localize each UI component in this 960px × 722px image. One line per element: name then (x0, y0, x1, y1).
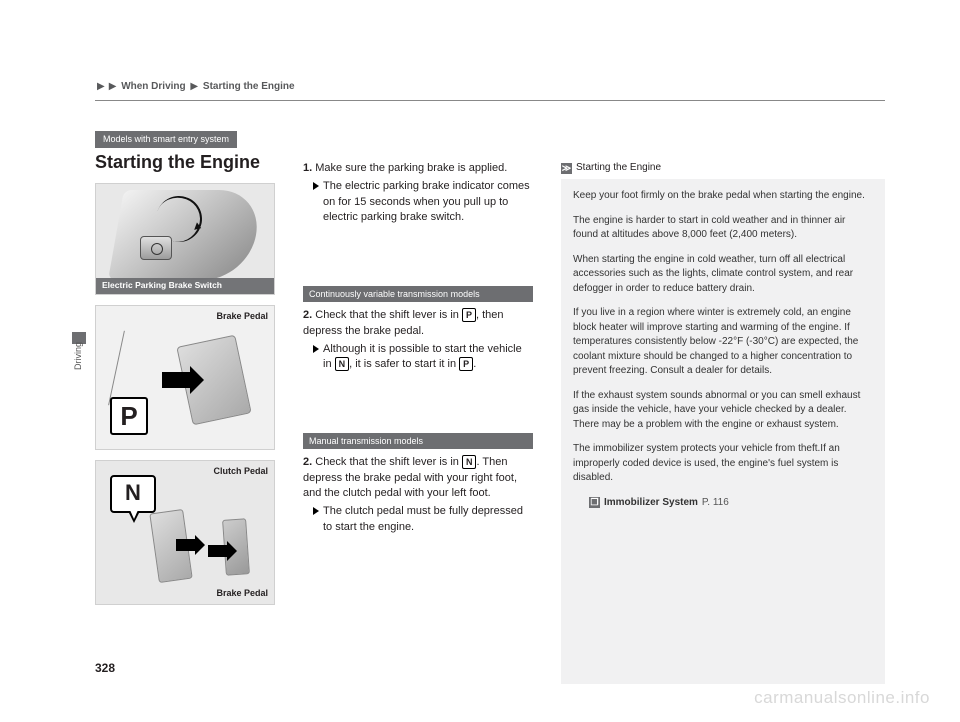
sidebar-column: ≫ Starting the Engine Keep your foot fir… (561, 131, 885, 684)
step-sub: The clutch pedal must be fully depressed… (313, 504, 533, 535)
step-sub: The electric parking brake indicator com… (313, 179, 533, 225)
chapter-tab: Driving (72, 342, 85, 370)
press-arrow-icon (208, 545, 228, 557)
parking-brake-switch-icon (140, 236, 172, 260)
watermark: carmanualsonline.info (754, 686, 930, 710)
gear-key-icon: N (335, 357, 350, 371)
step-sub-wrap: Although it is possible to start the veh… (323, 342, 533, 373)
triangle-bullet-icon (313, 182, 319, 190)
step-text-a: Check that the shift lever is in (315, 309, 462, 321)
figure-label: Clutch Pedal (213, 465, 268, 478)
sidebar-title: Starting the Engine (576, 161, 661, 175)
sidebar-p5: If the exhaust system sounds abnormal or… (573, 389, 873, 433)
gear-key-icon: N (462, 455, 477, 469)
link-icon: ❐ (589, 497, 600, 508)
figure-parking-brake-switch: Electric Parking Brake Switch (95, 183, 275, 295)
breadcrumb-seg1: When Driving (121, 81, 185, 92)
gear-p-symbol: P (110, 397, 148, 435)
breadcrumb-seg2: Starting the Engine (203, 81, 295, 92)
breadcrumb-arrow-icon: ▶ (97, 81, 105, 92)
step-text-a: Check that the shift lever is in (315, 456, 462, 468)
figure-brake-pedal: Brake Pedal P (95, 305, 275, 450)
page-content: ▶ ▶ When Driving ▶ Starting the Engine Mo… (95, 80, 885, 684)
step-number: 2. (303, 309, 312, 321)
step-text: Make sure the parking brake is applied. (315, 162, 507, 174)
figure-caption: Electric Parking Brake Switch (96, 278, 274, 294)
step-2-cvt: 2. Check that the shift lever is in P, t… (303, 308, 533, 373)
model-tag: Manual transmission models (303, 433, 533, 450)
step-sub-text: The electric parking brake indicator com… (323, 179, 533, 225)
gear-key-icon: P (459, 357, 473, 371)
step-1: 1. Make sure the parking brake is applie… (303, 161, 533, 226)
step-sub-b: , it is safer to start it in (349, 358, 459, 370)
section-heading: Starting the Engine (95, 150, 275, 175)
model-tag: Continuously variable transmission model… (303, 286, 533, 303)
figure-label: Brake Pedal (216, 587, 268, 600)
step-sub-c: . (473, 358, 476, 370)
model-tag: Models with smart entry system (95, 131, 237, 148)
breadcrumb-arrow-icon: ▶ (190, 81, 198, 92)
sidebar-heading: ≫ Starting the Engine (561, 161, 885, 175)
step-number: 1. (303, 162, 312, 174)
triangle-bullet-icon (313, 345, 319, 353)
breadcrumb: ▶ ▶ When Driving ▶ Starting the Engine (95, 80, 885, 94)
figure-label: Brake Pedal (216, 310, 268, 323)
figure-clutch-brake-pedals: Clutch Pedal N Brake Pedal (95, 460, 275, 605)
divider (95, 100, 885, 101)
gear-n-symbol: N (110, 475, 156, 513)
sidebar-p2: The engine is harder to start in cold we… (573, 214, 873, 243)
press-arrow-icon (162, 372, 192, 388)
step-sub: Although it is possible to start the veh… (313, 342, 533, 373)
sidebar-p1: Keep your foot firmly on the brake pedal… (573, 189, 873, 204)
press-arrow-icon (176, 539, 196, 551)
step-sub-text: The clutch pedal must be fully depressed… (323, 504, 533, 535)
info-icon: ≫ (561, 163, 572, 174)
ref-page: P. 116 (702, 496, 729, 511)
step-number: 2. (303, 456, 312, 468)
sidebar-p6: The immobilizer system protects your veh… (573, 442, 873, 486)
gear-key-icon: P (462, 308, 476, 322)
step-2-manual: 2. Check that the shift lever is in N. T… (303, 455, 533, 535)
breadcrumb-arrow-icon: ▶ (109, 81, 117, 92)
sidebar-p3: When starting the engine in cold weather… (573, 253, 873, 297)
page-number: 328 (95, 660, 115, 677)
steps-column: 1. Make sure the parking brake is applie… (303, 131, 533, 684)
cross-reference: ❐ Immobilizer System P. 116 (589, 496, 873, 511)
ref-title: Immobilizer System (604, 496, 698, 511)
sidebar-p4: If you live in a region where winter is … (573, 306, 873, 379)
sidebar-box: Keep your foot firmly on the brake pedal… (561, 179, 885, 684)
figures-column: Models with smart entry system Starting … (95, 131, 275, 684)
triangle-bullet-icon (313, 507, 319, 515)
